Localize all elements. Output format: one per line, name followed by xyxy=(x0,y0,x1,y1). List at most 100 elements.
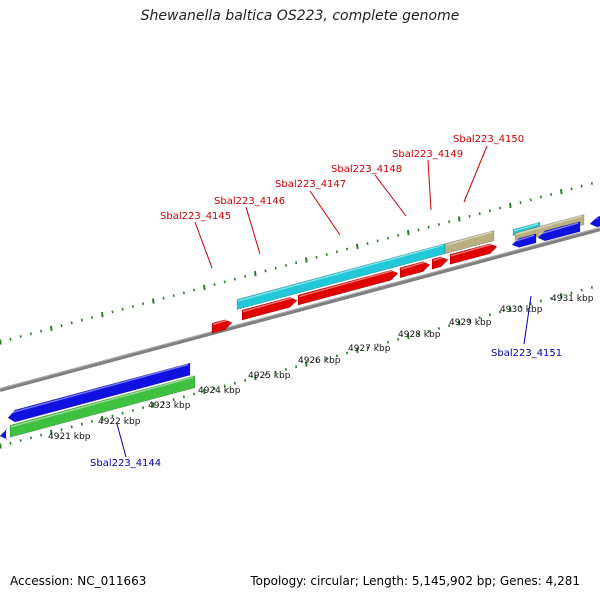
minor-tick xyxy=(335,354,338,358)
minor-tick xyxy=(284,264,287,267)
minor-tick xyxy=(91,315,94,319)
cds-arrow-4144-shine xyxy=(8,363,189,415)
gene-label-sbal223-4149[interactable]: Sbal223_4149 xyxy=(392,149,463,160)
minor-tick xyxy=(91,419,94,423)
minor-tick xyxy=(386,340,389,344)
minor-tick xyxy=(550,192,553,196)
minor-tick xyxy=(325,253,328,256)
major-tick xyxy=(305,257,308,263)
cds-arrow-next xyxy=(589,215,600,228)
minor-tick xyxy=(550,296,553,300)
topology-text: Topology: circular; Length: 5,145,902 bp… xyxy=(250,574,580,588)
gene-label-sbal223-4147[interactable]: Sbal223_4147 xyxy=(275,179,346,190)
gene-label-sbal223-4151[interactable]: Sbal223_4151 xyxy=(491,348,562,359)
minor-tick xyxy=(417,332,420,336)
kbp-label: 4931 kbp xyxy=(551,294,594,304)
minor-tick xyxy=(121,307,124,311)
kbp-label: 4921 kbp xyxy=(48,432,91,442)
gene-label-sbal223-4144[interactable]: Sbal223_4144 xyxy=(90,458,161,469)
kbp-label: 4929 kbp xyxy=(449,318,492,328)
minor-tick xyxy=(366,346,369,350)
kbp-label: 4923 kbp xyxy=(148,401,191,411)
minor-tick xyxy=(172,398,175,401)
minor-tick xyxy=(478,316,481,319)
label-leader-lines xyxy=(116,145,532,458)
minor-tick xyxy=(376,239,379,243)
minor-tick xyxy=(488,313,491,317)
gene-label-sbal223-4145[interactable]: Sbal223_4145 xyxy=(160,211,231,222)
minor-tick xyxy=(182,395,185,399)
cds-arrow-4149-shine xyxy=(432,255,447,262)
gene-label-sbal223-4146[interactable]: Sbal223_4146 xyxy=(214,196,285,207)
major-tick xyxy=(50,429,53,435)
minor-tick xyxy=(70,321,73,325)
minor-tick xyxy=(19,439,22,442)
minor-tick xyxy=(213,283,216,287)
leader-4144 xyxy=(116,423,127,458)
gene-label-sbal223-4150[interactable]: Sbal223_4150 xyxy=(453,134,524,145)
minor-tick xyxy=(539,195,542,199)
minor-tick xyxy=(437,327,440,330)
other-bar-4150-shine xyxy=(445,231,493,246)
minor-tick xyxy=(335,250,338,254)
minor-tick xyxy=(315,359,318,363)
minor-tick xyxy=(427,225,430,229)
minor-tick xyxy=(488,209,491,213)
gene-bar-4146-4149-shine xyxy=(237,244,444,302)
minor-tick xyxy=(233,381,236,385)
cds-arrow-4151a xyxy=(511,233,537,248)
minor-tick xyxy=(29,332,32,336)
minor-tick xyxy=(19,335,22,338)
minor-tick xyxy=(295,365,298,369)
cds-arrow-4151b xyxy=(537,221,581,242)
rna-bar-4144 xyxy=(9,375,196,438)
cds-arrow-4147-shine xyxy=(298,269,397,298)
minor-tick xyxy=(193,288,196,292)
minor-tick xyxy=(468,318,471,322)
minor-tick xyxy=(468,214,471,218)
cds-arrow-4145 xyxy=(211,319,233,334)
cds-arrow-4147 xyxy=(297,269,399,306)
minor-tick xyxy=(80,318,83,322)
gene-bar-4151-shine xyxy=(513,223,539,232)
major-tick xyxy=(101,416,104,422)
minor-tick xyxy=(274,266,277,270)
minor-tick xyxy=(233,277,236,281)
major-tick xyxy=(152,402,155,408)
cds-arrow-prev xyxy=(0,428,8,440)
major-tick xyxy=(0,443,2,449)
minor-tick xyxy=(40,329,43,333)
minor-tick xyxy=(244,378,247,382)
minor-tick xyxy=(40,433,43,437)
cds-arrow-4148-shine xyxy=(400,260,429,270)
minor-tick xyxy=(519,201,522,205)
minor-tick xyxy=(386,236,389,240)
minor-tick xyxy=(346,351,349,355)
major-tick xyxy=(458,216,461,222)
minor-tick xyxy=(162,400,165,404)
major-tick xyxy=(356,243,359,249)
leader-4145 xyxy=(194,221,213,269)
major-tick xyxy=(560,189,563,195)
cds-arrow-next-shine xyxy=(590,217,599,222)
minor-tick xyxy=(366,242,369,246)
backbone-highlight xyxy=(0,227,600,389)
minor-tick xyxy=(274,370,277,374)
minor-tick xyxy=(397,233,400,237)
minor-tick xyxy=(478,212,481,215)
major-tick xyxy=(50,325,53,331)
other-bar-4150 xyxy=(444,230,495,255)
accession-text: Accession: NC_011663 xyxy=(10,574,147,588)
minor-tick xyxy=(172,294,175,297)
cds-arrow-4151a-shine xyxy=(512,234,535,243)
minor-tick xyxy=(529,302,532,306)
major-tick xyxy=(203,284,206,290)
kbp-label: 4927 kbp xyxy=(348,344,391,354)
minor-tick xyxy=(284,368,287,371)
minor-tick xyxy=(131,409,134,412)
gene-label-sbal223-4148[interactable]: Sbal223_4148 xyxy=(331,164,402,175)
major-tick xyxy=(254,271,257,277)
cds-arrow-4148 xyxy=(399,261,431,279)
minor-tick xyxy=(397,337,400,341)
